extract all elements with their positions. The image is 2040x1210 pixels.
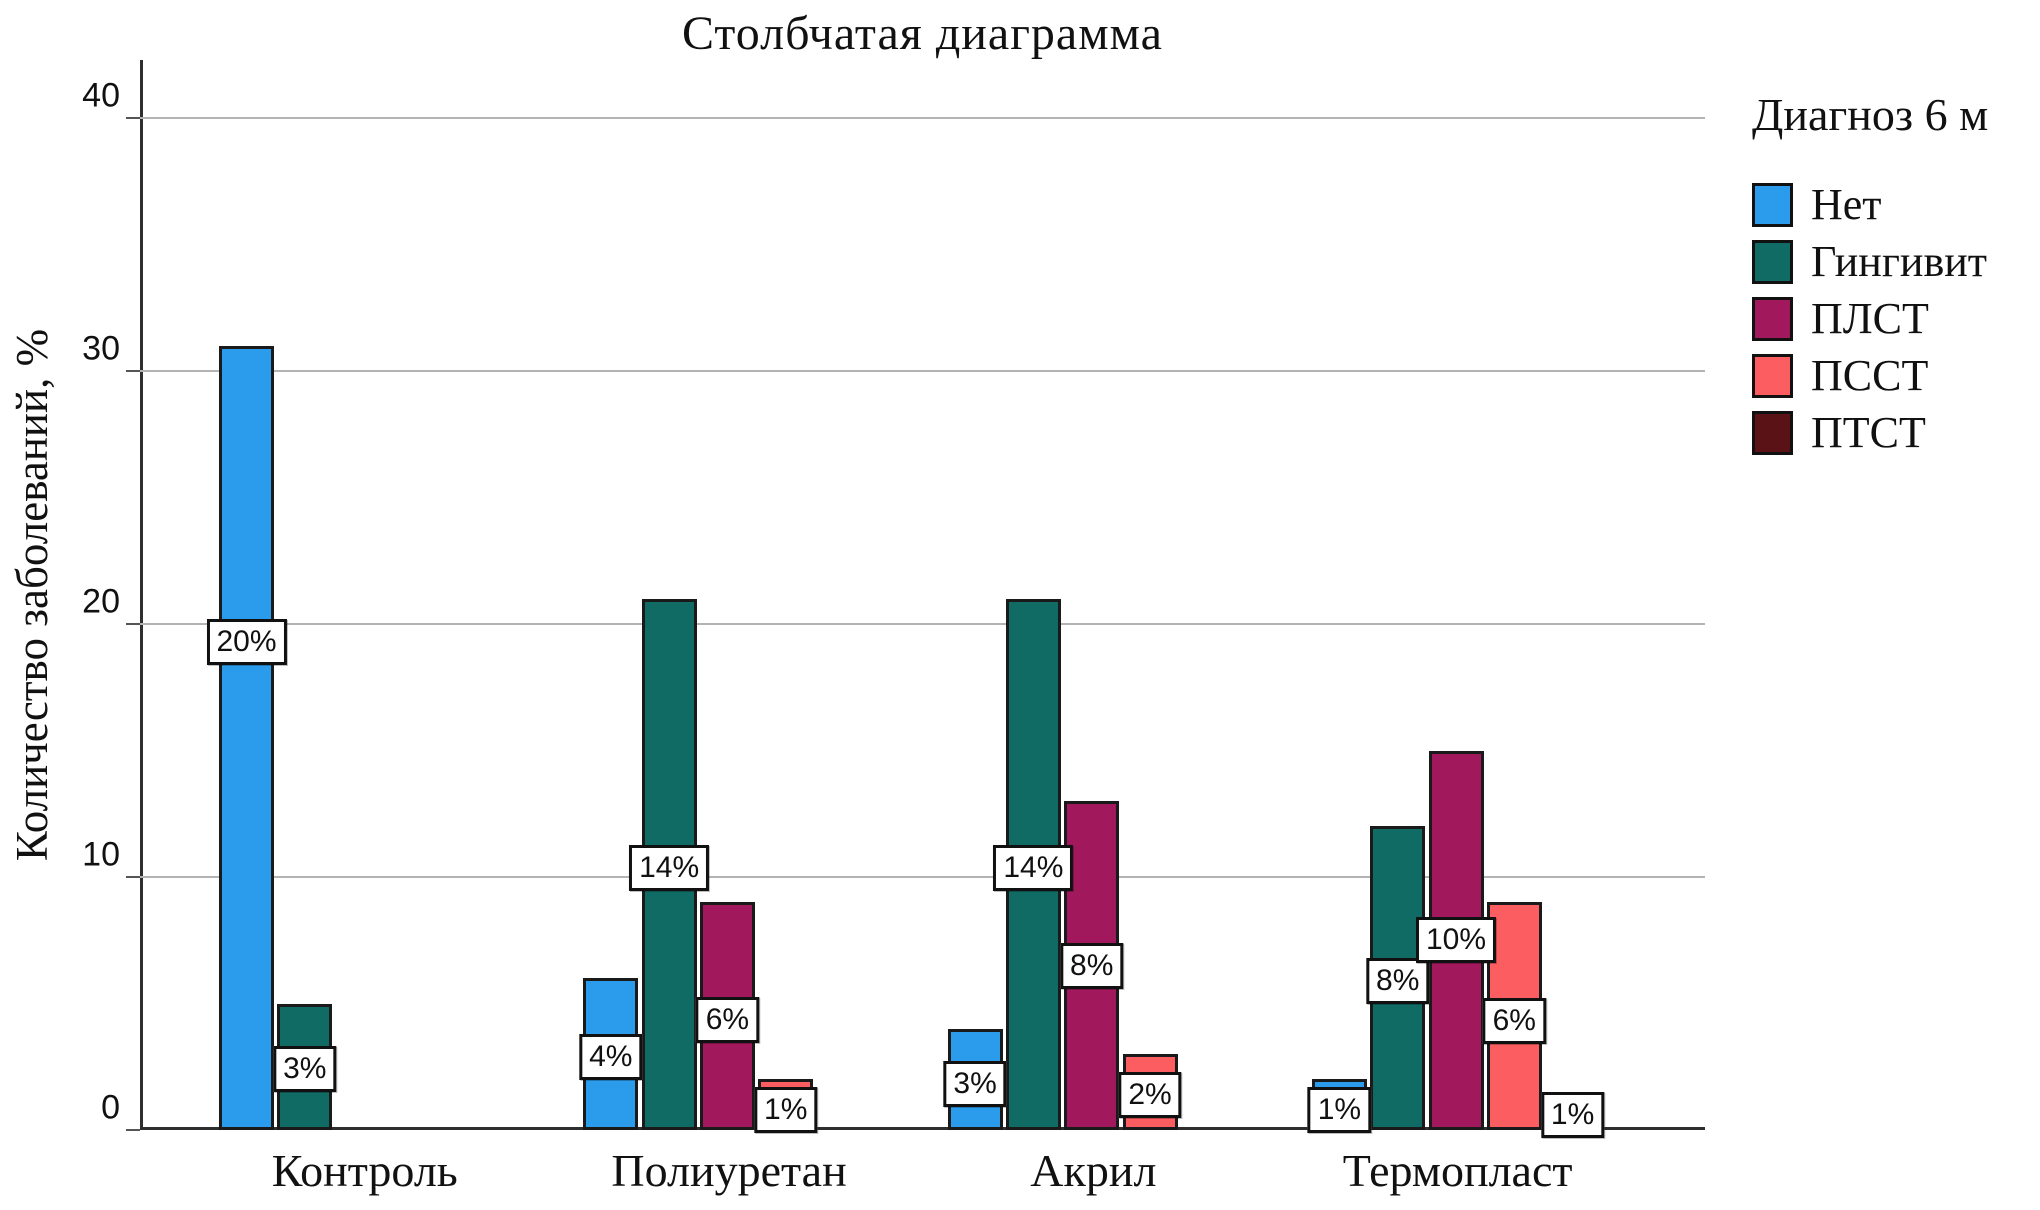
legend-label: ПЛСТ xyxy=(1811,294,1929,343)
legend-swatch xyxy=(1752,411,1793,455)
y-tick-mark xyxy=(126,623,140,625)
y-tick-mark xyxy=(126,876,140,878)
x-category-label-4: Термопласт xyxy=(1342,1145,1573,1196)
legend-item-Нет: Нет xyxy=(1752,183,2040,227)
legend-item-ПТСТ: ПТСТ xyxy=(1752,411,2040,455)
legend-swatch xyxy=(1752,183,1793,227)
bar-value-label: 1% xyxy=(754,1086,818,1133)
y-tick-label: 0 xyxy=(101,1088,120,1127)
legend-label: ПТСТ xyxy=(1811,408,1926,457)
bar-value-label: 2% xyxy=(1118,1071,1182,1118)
bar-value-label: 8% xyxy=(1060,942,1124,989)
legend-swatch xyxy=(1752,354,1793,398)
bar-value-label: 10% xyxy=(1415,917,1497,964)
bar-value-label: 20% xyxy=(206,618,287,665)
x-category-label-2: Полиуретан xyxy=(611,1145,847,1196)
legend-item-ПССТ: ПССТ xyxy=(1752,354,2040,398)
bar-value-label: 6% xyxy=(695,996,760,1043)
x-category-label-3: Акрил xyxy=(1030,1145,1157,1196)
gridline-y-40 xyxy=(140,117,1705,119)
legend-label: ПССТ xyxy=(1811,351,1929,400)
bar-value-label: 3% xyxy=(273,1046,337,1093)
bar-value-label: 4% xyxy=(579,1033,643,1080)
legend-label: Гингивит xyxy=(1811,237,1987,286)
legend-label: Нет xyxy=(1811,180,1882,229)
plot-area: 0 10 20 30 40 20% 4% 3% 1% 3% 14% 14% 8% 6% 8% 10% 1% 2% 6… xyxy=(82,60,1705,1196)
y-tick-mark xyxy=(126,117,140,119)
x-axis-line xyxy=(140,1127,1705,1130)
y-tick-label: 30 xyxy=(82,329,120,368)
legend-title: Диагноз 6 м xyxy=(1752,89,1989,140)
bar-value-label: 1% xyxy=(1307,1086,1372,1133)
y-tick-mark xyxy=(126,370,140,372)
bar-value-label: 6% xyxy=(1482,998,1546,1045)
legend-item-Гингивит: Гингивит xyxy=(1752,240,2040,284)
legend-item-ПЛСТ: ПЛСТ xyxy=(1752,297,2040,341)
chart-title: Столбчатая диаграмма xyxy=(682,7,1163,60)
gridline-y-20 xyxy=(140,623,1705,625)
legend: Диагноз 6 м Нет Гингивит ПЛСТ ПССТ ПТСТ xyxy=(1752,88,2040,455)
legend-swatch xyxy=(1752,240,1793,284)
y-axis-line xyxy=(140,60,143,1130)
gridline-y-10 xyxy=(140,876,1705,878)
bar-value-label: 3% xyxy=(943,1061,1007,1108)
legend-items: Нет Гингивит ПЛСТ ПССТ ПТСТ xyxy=(1752,183,2040,455)
bar-value-label: 8% xyxy=(1366,957,1430,1004)
bar-Нет-Контроль xyxy=(219,345,274,1130)
y-tick-label: 40 xyxy=(82,76,120,115)
y-tick-mark xyxy=(126,1129,140,1131)
y-tick-label: 20 xyxy=(82,582,120,621)
y-tick-label: 10 xyxy=(82,835,120,874)
bar-value-label: 14% xyxy=(629,845,710,892)
legend-swatch xyxy=(1752,297,1793,341)
bar-value-label: 1% xyxy=(1540,1091,1605,1138)
gridline-y-30 xyxy=(140,370,1705,372)
x-category-label-1: Контроль xyxy=(271,1145,458,1196)
bar-value-label: 14% xyxy=(993,845,1074,892)
